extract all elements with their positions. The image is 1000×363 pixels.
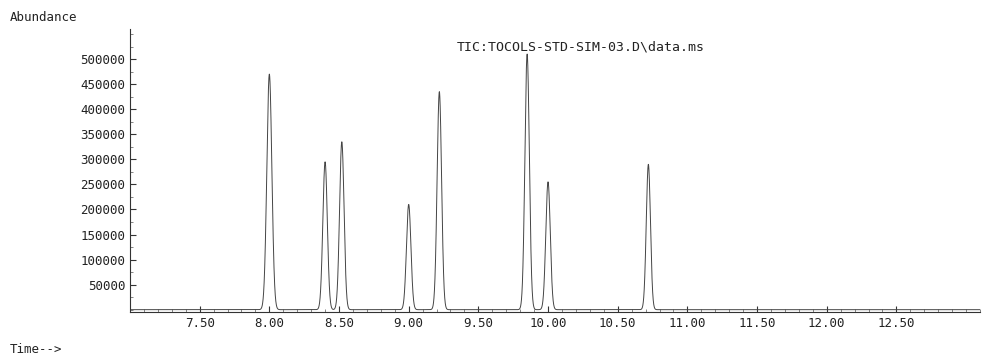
Text: Time-->: Time--> [10, 343, 62, 356]
Text: Abundance: Abundance [10, 11, 78, 24]
Text: TIC:TOCOLS-STD-SIM-03.D\data.ms: TIC:TOCOLS-STD-SIM-03.D\data.ms [456, 40, 704, 53]
